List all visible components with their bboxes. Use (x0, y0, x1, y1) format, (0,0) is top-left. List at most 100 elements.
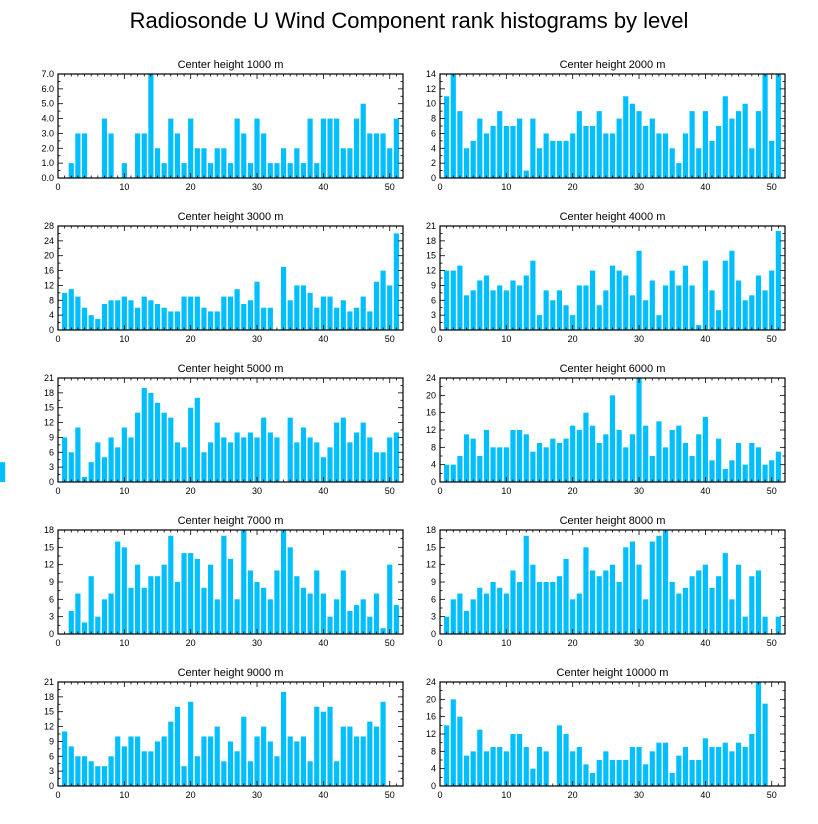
bar (201, 736, 207, 786)
bar (656, 742, 662, 786)
bar (141, 751, 147, 786)
bar (616, 582, 622, 634)
bar (603, 570, 609, 634)
y-tick-label: 4 (49, 310, 54, 320)
bar (314, 442, 320, 482)
bar (503, 447, 509, 482)
bar (135, 564, 141, 634)
bar (353, 605, 360, 634)
bar (450, 464, 456, 482)
bar (596, 111, 602, 178)
bar (755, 682, 762, 786)
bar (775, 451, 781, 482)
bar (274, 756, 280, 786)
bar (603, 133, 609, 178)
bar (682, 747, 689, 786)
bar (517, 582, 523, 634)
bar (749, 295, 755, 330)
bar (457, 593, 463, 634)
bar (523, 170, 529, 178)
bar (590, 270, 596, 330)
y-tick-label: 24 (426, 373, 436, 383)
bar (81, 756, 88, 786)
bar (128, 587, 134, 634)
bar (347, 148, 353, 178)
bar (623, 96, 629, 178)
bar (616, 760, 622, 786)
bar (629, 541, 635, 634)
bar (457, 265, 463, 330)
bar (583, 412, 589, 482)
bar (227, 741, 234, 786)
bar (729, 250, 735, 330)
bar (300, 736, 307, 786)
bar (307, 437, 313, 482)
bar (181, 447, 187, 482)
bar (483, 751, 490, 786)
bar (280, 530, 287, 634)
x-tick-label: 40 (700, 638, 710, 648)
bar (101, 304, 108, 330)
bar (470, 599, 476, 634)
bar (603, 751, 609, 786)
y-tick-label: 3 (49, 462, 54, 472)
bar (75, 593, 81, 634)
bar (676, 285, 682, 330)
bar (287, 417, 293, 482)
bar (380, 133, 386, 178)
bar (643, 425, 649, 482)
bar (689, 760, 695, 786)
bar (280, 691, 287, 786)
y-tick-label: 12 (426, 425, 436, 435)
y-tick-label: 3 (49, 766, 54, 776)
bar (161, 163, 167, 178)
bar (88, 315, 94, 330)
bar (662, 285, 669, 330)
bar (115, 541, 121, 634)
y-tick-label: 5.0 (41, 99, 54, 109)
x-tick-label: 10 (119, 790, 129, 800)
bar (609, 265, 616, 330)
bar (214, 726, 220, 786)
bar (393, 233, 399, 330)
bar (360, 103, 366, 178)
chart-panel: Center height 7000 m 0 10 20 30 40 50 0 3 6 9 12 15 1… (44, 515, 404, 648)
bar (101, 599, 108, 634)
x-tick-label: 50 (767, 486, 777, 496)
bar (174, 706, 181, 786)
bar (254, 118, 260, 178)
bar (716, 310, 722, 330)
bar (294, 741, 300, 786)
bar (530, 260, 536, 330)
bar (762, 464, 768, 482)
bar (227, 163, 234, 178)
bar (483, 275, 490, 330)
x-tick-label: 50 (767, 638, 777, 648)
bar (154, 402, 161, 482)
y-tick-label: 3.0 (41, 128, 54, 138)
x-tick-label: 20 (568, 790, 578, 800)
bar (360, 599, 366, 634)
x-tick-label: 10 (501, 182, 511, 192)
bar (682, 587, 689, 634)
chart-title: Center height 7000 m (178, 515, 284, 527)
bar (387, 437, 393, 482)
bar (393, 118, 399, 178)
bar (393, 432, 399, 482)
bar (636, 747, 642, 786)
x-tick-label: 0 (55, 182, 60, 192)
bar (327, 296, 333, 330)
bar (188, 701, 194, 786)
bar (214, 599, 220, 634)
bar (749, 148, 755, 178)
bar (735, 280, 742, 330)
bar (649, 118, 655, 178)
bar (603, 290, 609, 330)
bar (576, 285, 582, 330)
chart-title: Center height 1000 m (178, 59, 284, 71)
bar (227, 558, 234, 634)
chart-panel: Center height 2000 m 0 10 20 30 40 50 0 2 4 6 8 10 12… (426, 59, 786, 192)
chart-title: Center height 3000 m (178, 211, 284, 223)
bar (729, 599, 735, 634)
x-tick-label: 30 (634, 638, 644, 648)
